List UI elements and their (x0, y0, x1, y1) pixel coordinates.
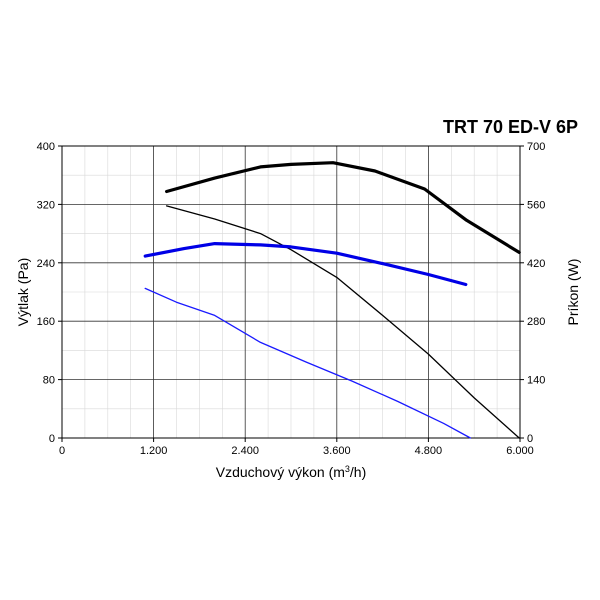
series-line-4 (143, 242, 468, 287)
x-axis-label-tail: /h) (350, 464, 366, 480)
y-left-tick-label: 400 (37, 141, 55, 153)
y-left-tick-label: 240 (37, 258, 55, 270)
y-left-tick-label: 0 (49, 433, 55, 445)
y-right-tick-label: 560 (527, 199, 545, 211)
y-right-tick-label: 280 (527, 316, 545, 328)
x-tick-label: 1.200 (140, 445, 168, 457)
x-axis-label: Vzduchový výkon (m3/h) (216, 464, 367, 480)
x-tick-label: 2.400 (231, 445, 259, 457)
series-line-1 (165, 205, 520, 439)
series-line-3 (144, 287, 472, 439)
chart-title: TRT 70 ED-V 6P (443, 117, 578, 137)
y-left-tick-label: 160 (37, 316, 55, 328)
plot-frame (61, 145, 521, 439)
series-group (143, 161, 521, 439)
y-right-axis-label: Príkon (W) (565, 259, 581, 326)
y-right-tick-label: 420 (527, 258, 545, 270)
y-left-axis-label: Výtlak (Pa) (15, 258, 31, 326)
x-tick-label: 4.800 (415, 445, 443, 457)
y-right-tick-label: 700 (527, 141, 545, 153)
y-left-tick-label: 320 (37, 199, 55, 211)
x-axis-label-main: Vzduchový výkon (m (216, 464, 345, 480)
x-tick-label: 6.000 (506, 445, 534, 457)
x-axis-label-superscript: 3 (345, 464, 350, 474)
y-left-tick-label: 80 (43, 375, 55, 387)
y-right-axis-ticks: 0 140 280 420 560 700 (520, 141, 545, 445)
y-right-tick-label: 0 (527, 433, 533, 445)
x-tick-label: 3.600 (323, 445, 351, 457)
x-axis-ticks: 0 1.200 2.400 3.600 4.800 6.000 (59, 438, 534, 457)
y-left-axis-ticks: 0 80 160 240 320 400 (37, 141, 62, 445)
x-tick-label: 0 (59, 445, 65, 457)
y-right-tick-label: 140 (527, 375, 545, 387)
series-line-2 (165, 161, 521, 254)
grid (62, 146, 520, 438)
